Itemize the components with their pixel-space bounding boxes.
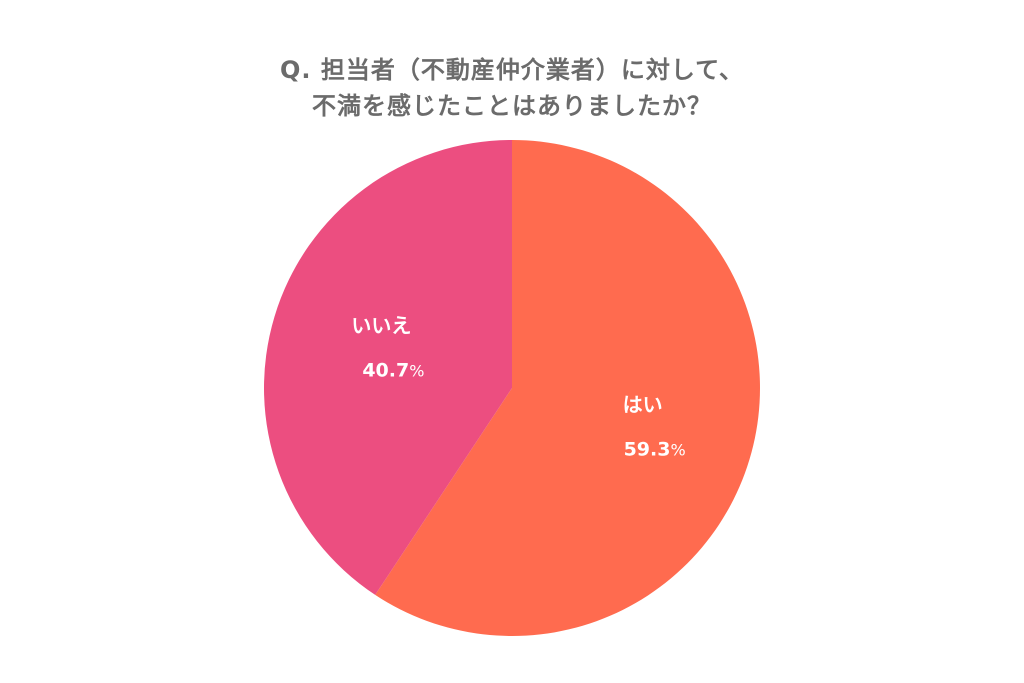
chart-title-line-2: 不満を感じたことはありましたか？ xyxy=(312,92,712,120)
pie-slice-value-1: 40.7% xyxy=(362,360,424,382)
pie-slice-label-0: はい xyxy=(623,392,663,416)
pie-slice-0 xyxy=(375,140,760,636)
pie-slice-value-0: 59.3% xyxy=(624,438,686,460)
pie-slice-1 xyxy=(264,139,512,595)
chart-title: Q. 担当者（不動産仲介業者）に対して、 不満を感じたことはありましたか？ xyxy=(0,52,1024,124)
chart-title-line-1: Q. 担当者（不動産仲介業者）に対して、 xyxy=(280,56,744,84)
pie-slice-label-1: いいえ xyxy=(351,314,411,338)
